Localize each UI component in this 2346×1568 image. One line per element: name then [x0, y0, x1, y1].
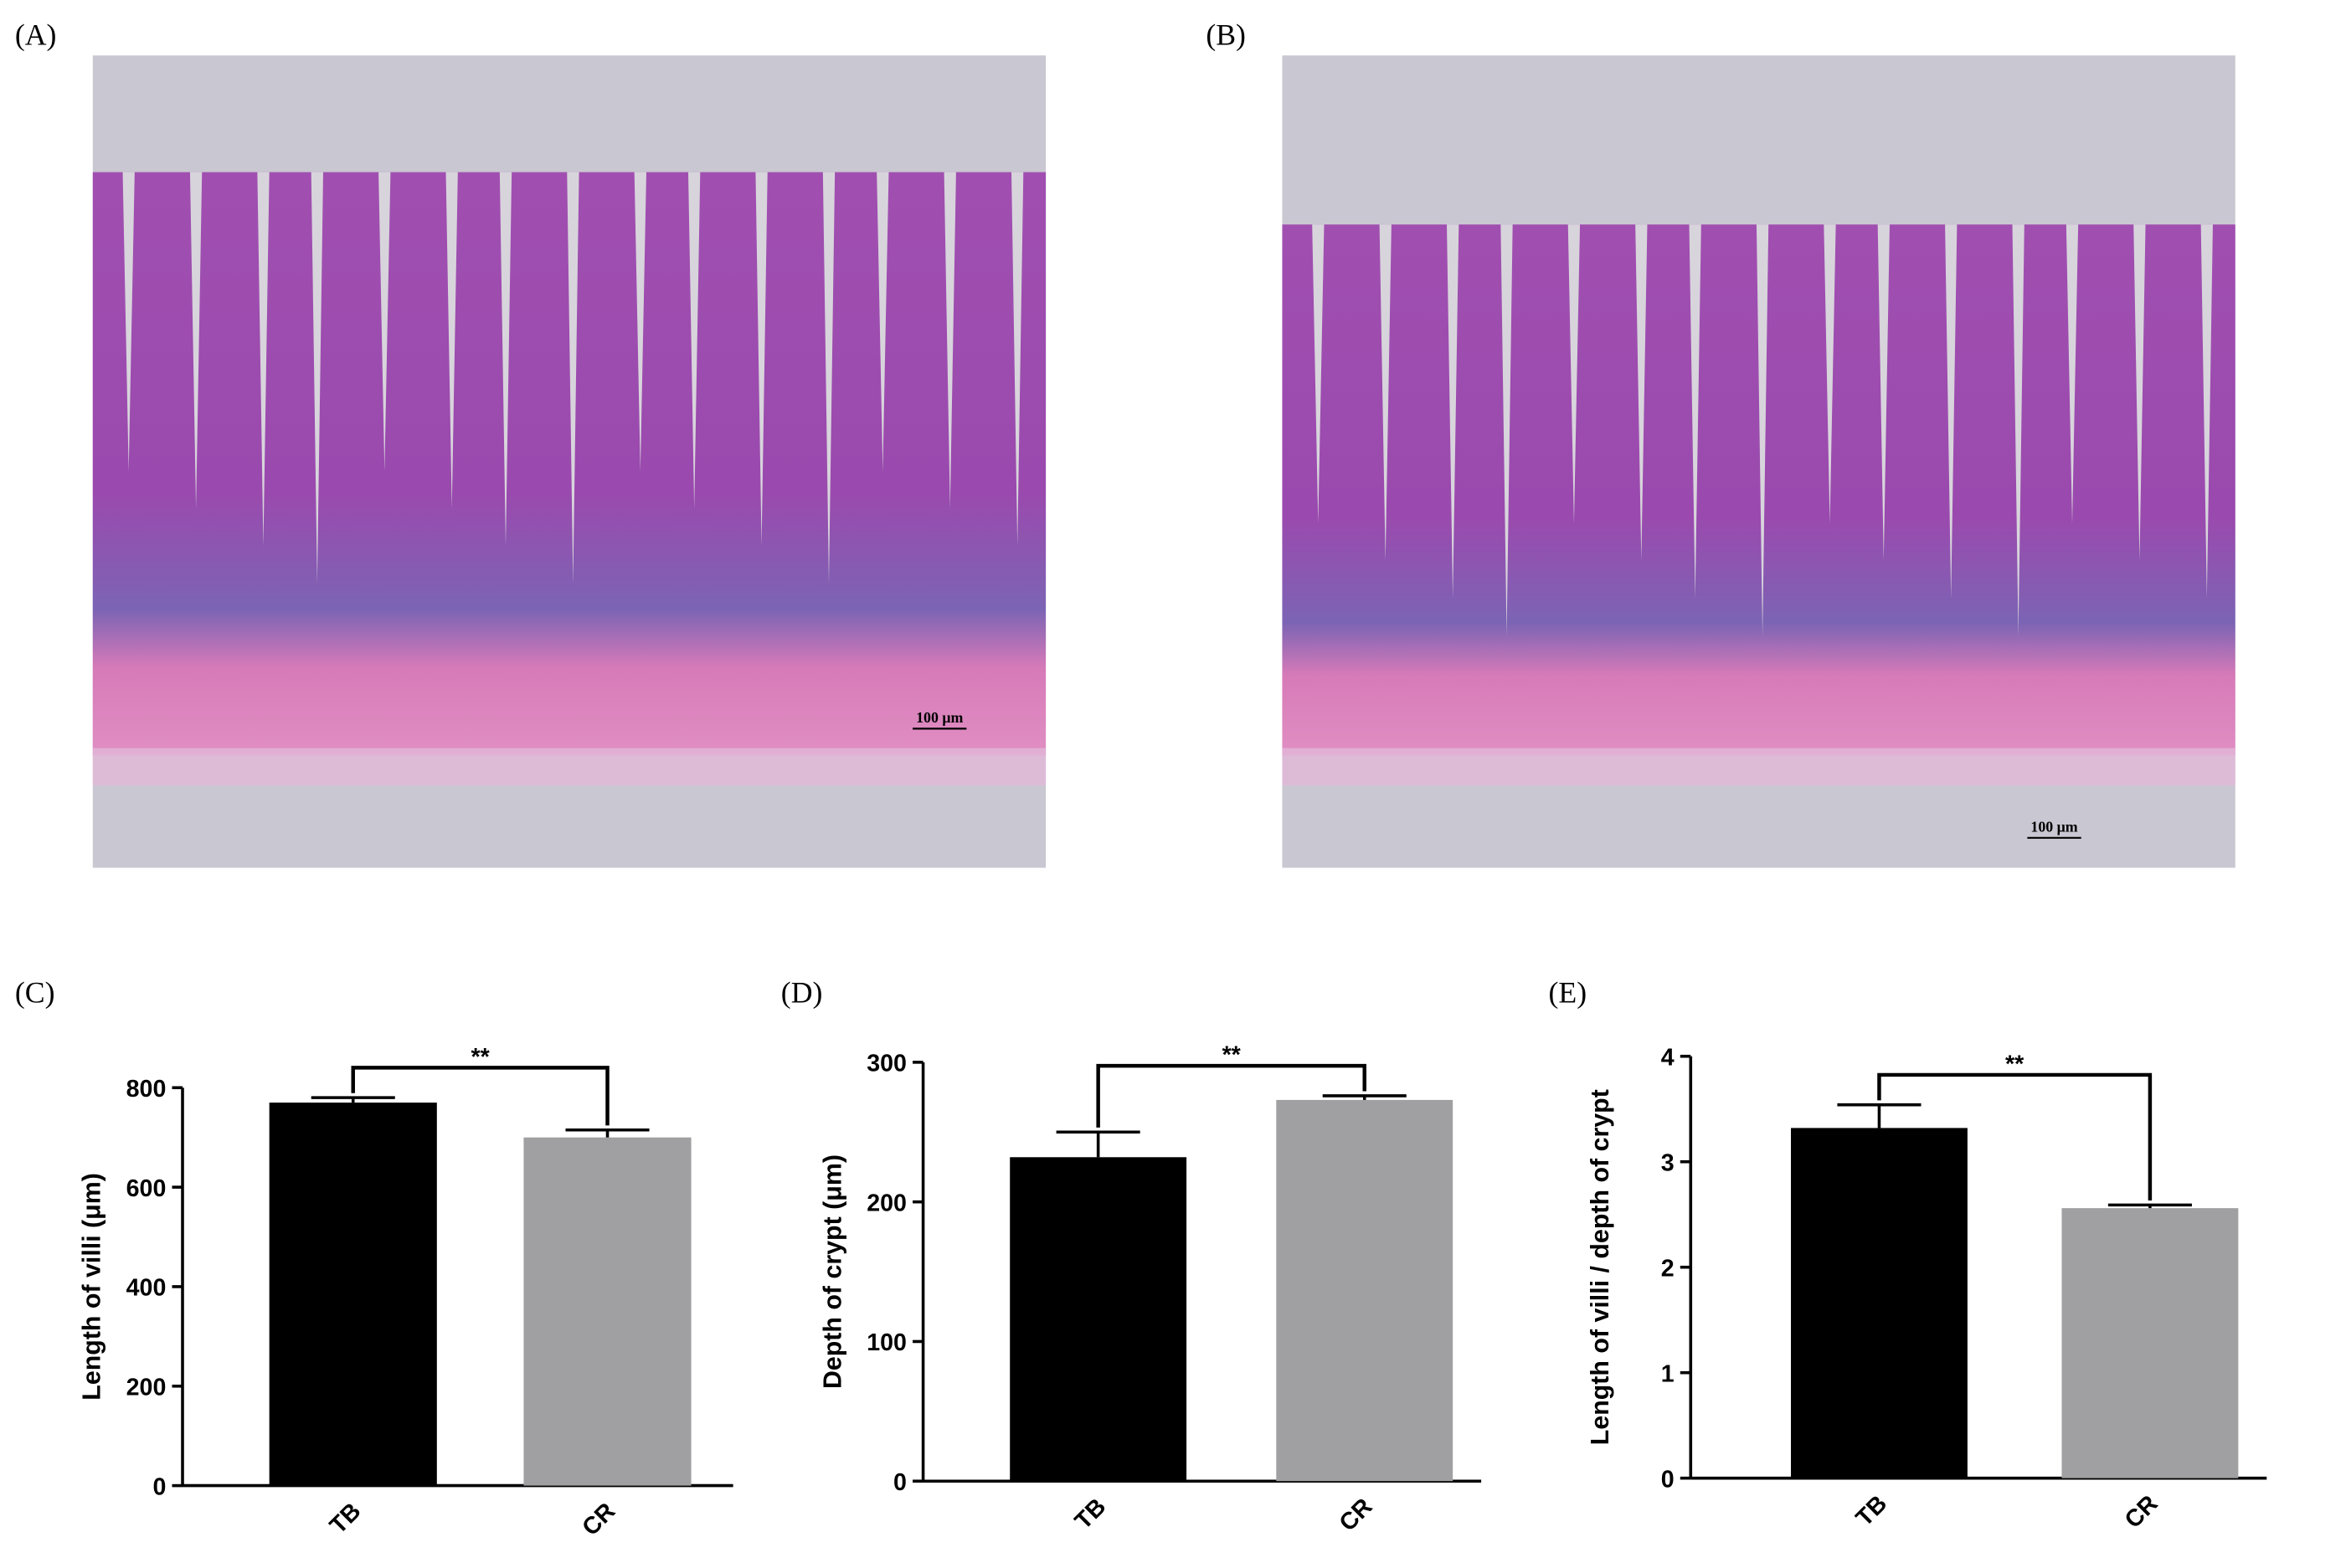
x-tick-label: CR [2120, 1490, 2163, 1534]
y-tick-label: 2 [1661, 1255, 1675, 1282]
panel-label: (E) [1549, 975, 1587, 1009]
y-axis-label: Depth of crypt (μm) [819, 1154, 846, 1389]
villus-gap [2066, 224, 2079, 524]
villus-gap [189, 172, 203, 509]
villus-gap [122, 172, 135, 472]
villus-gap [257, 172, 270, 547]
y-tick-label: 600 [126, 1175, 167, 1202]
villus-gap [445, 172, 458, 509]
villus-gap [1379, 224, 1392, 562]
villus-gap [1877, 224, 1890, 562]
x-tick-label: TB [325, 1498, 367, 1540]
villus-gap [688, 172, 701, 509]
villus-gap [1011, 172, 1024, 547]
x-tick-label: CR [1335, 1493, 1378, 1536]
significance-label: ** [471, 1044, 490, 1071]
villus-gap [755, 172, 768, 547]
significance-label: ** [2005, 1051, 2024, 1077]
villus-gap [1567, 224, 1581, 524]
villus-gap [1689, 224, 1701, 599]
villus-gap [877, 172, 889, 472]
y-tick-label: 0 [1661, 1466, 1675, 1493]
bar [523, 1137, 692, 1486]
panel-label: (B) [1206, 18, 1246, 52]
villus-gap [1447, 224, 1459, 599]
bar [1791, 1128, 1968, 1478]
x-tick-label: TB [1851, 1490, 1893, 1532]
y-tick-label: 200 [126, 1374, 167, 1401]
significance-bracket [1096, 1063, 1366, 1128]
villus-gap [2200, 224, 2213, 599]
scale-bar-label: 100 μm [2030, 819, 2077, 835]
significance-label: ** [1222, 1042, 1242, 1069]
villus-gap [1635, 224, 1648, 562]
x-tick-label: CR [577, 1498, 620, 1541]
y-tick-label: 200 [867, 1190, 907, 1216]
villus-gap [1945, 224, 1958, 599]
y-tick-label: 400 [126, 1275, 167, 1302]
villus-gap [822, 172, 836, 584]
y-axis-label: Length of villi (μm) [79, 1173, 106, 1401]
y-tick-label: 0 [152, 1473, 166, 1500]
bar [269, 1103, 437, 1486]
villus-gap [311, 172, 323, 584]
villus-gap [634, 172, 646, 472]
villus-gap [2133, 224, 2146, 562]
villus-gap [567, 172, 579, 584]
significance-bracket [351, 1066, 610, 1126]
submucosa [1282, 748, 2235, 786]
villus-gap [499, 172, 512, 547]
bar [2061, 1208, 2239, 1478]
villus-gap [944, 172, 956, 509]
y-tick-label: 800 [126, 1076, 167, 1103]
y-tick-label: 1 [1661, 1360, 1675, 1387]
x-tick-label: TB [1070, 1493, 1112, 1535]
scale-bar-label: 100 μm [916, 709, 963, 726]
submucosa [92, 748, 1047, 786]
villus-gap [1756, 224, 1769, 636]
y-tick-label: 100 [867, 1329, 907, 1356]
y-axis-label: Length of villi / depth of crypt [1587, 1089, 1614, 1445]
y-tick-label: 3 [1661, 1149, 1675, 1176]
bar [1010, 1157, 1187, 1482]
villus-gap [1312, 224, 1325, 524]
villus-gap [2012, 224, 2024, 636]
significance-bracket [1877, 1072, 2153, 1201]
panel-label: (A) [15, 18, 57, 52]
y-tick-label: 300 [867, 1051, 907, 1077]
panel-label: (D) [781, 975, 823, 1009]
bar [1276, 1099, 1453, 1482]
y-tick-label: 0 [893, 1469, 907, 1496]
y-tick-label: 4 [1661, 1044, 1675, 1071]
panel-label: (C) [15, 975, 55, 1009]
villus-gap [1824, 224, 1836, 524]
villus-gap [378, 172, 391, 472]
villus-gap [1500, 224, 1513, 636]
